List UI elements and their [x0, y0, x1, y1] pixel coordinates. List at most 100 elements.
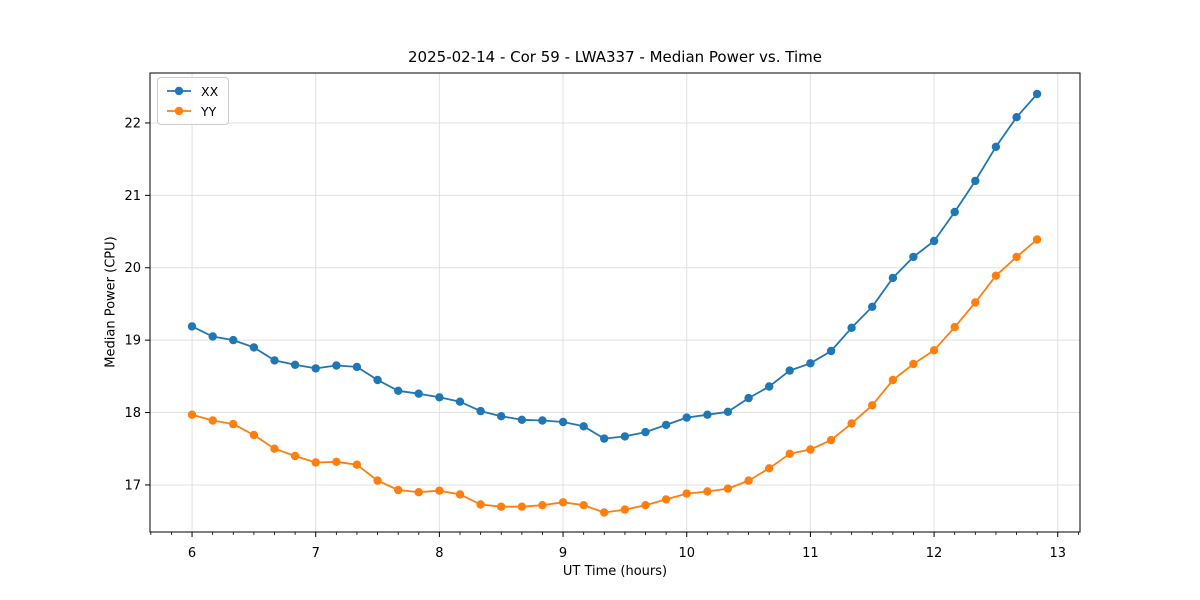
- legend-label-xx: XX: [201, 83, 219, 99]
- data-point-yy: [187, 410, 197, 419]
- data-point-xx: [394, 386, 403, 395]
- data-point-yy: [641, 501, 650, 510]
- y-tick-label: 18: [124, 406, 141, 421]
- y-tick-label: 17: [124, 478, 141, 493]
- data-point-xx: [806, 359, 815, 368]
- data-point-xx: [909, 252, 918, 262]
- data-point-xx: [517, 415, 527, 424]
- legend-item-xx: XX: [165, 82, 218, 100]
- data-point-yy: [868, 401, 877, 410]
- series-line-yy: [191, 238, 1038, 514]
- x-tick-label: 11: [802, 546, 819, 561]
- data-point-xx: [208, 332, 217, 341]
- data-point-xx: [929, 236, 939, 246]
- data-point-yy: [579, 501, 588, 510]
- data-point-xx: [703, 410, 712, 419]
- data-point-xx: [620, 432, 630, 441]
- data-point-xx: [641, 427, 650, 437]
- data-point-yy: [1032, 235, 1042, 244]
- data-point-xx: [950, 207, 959, 217]
- data-point-yy: [909, 359, 918, 369]
- series-line-xx: [191, 93, 1038, 440]
- y-tick-label: 21: [124, 189, 141, 204]
- data-point-yy: [785, 449, 794, 458]
- x-tick-label: 7: [312, 546, 320, 561]
- data-point-xx: [558, 417, 568, 427]
- data-point-xx: [971, 176, 980, 186]
- data-point-yy: [991, 271, 1001, 280]
- data-point-xx: [455, 397, 465, 406]
- data-point-yy: [332, 457, 341, 466]
- data-point-xx: [290, 360, 300, 369]
- data-point-xx: [1032, 89, 1042, 99]
- data-point-xx: [497, 412, 506, 421]
- y-tick-label: 20: [124, 261, 141, 276]
- data-point-yy: [888, 375, 898, 385]
- data-point-yy: [270, 444, 279, 453]
- data-point-yy: [290, 451, 300, 461]
- data-point-yy: [538, 501, 547, 510]
- x-tick-label: 12: [926, 546, 943, 561]
- data-point-xx: [847, 323, 856, 332]
- data-point-xx: [435, 393, 444, 402]
- legend: XX YY: [157, 77, 230, 125]
- data-point-xx: [991, 142, 1001, 151]
- data-point-xx: [352, 362, 362, 372]
- x-tick-label: 6: [188, 546, 196, 561]
- data-point-yy: [620, 505, 630, 514]
- data-point-xx: [187, 322, 197, 331]
- data-point-xx: [682, 413, 691, 422]
- data-point-xx: [579, 422, 588, 431]
- data-point-xx: [414, 389, 423, 398]
- legend-item-yy: YY: [165, 102, 218, 120]
- data-point-yy: [703, 487, 712, 496]
- data-point-yy: [414, 488, 423, 497]
- data-point-yy: [435, 486, 444, 495]
- data-point-yy: [352, 460, 362, 469]
- data-point-xx: [888, 273, 898, 283]
- xx-series-swatch-icon: [167, 86, 191, 96]
- data-point-yy: [558, 498, 568, 507]
- data-point-yy: [847, 419, 856, 428]
- data-point-xx: [229, 335, 238, 345]
- x-tick-label: 13: [1049, 546, 1066, 561]
- data-point-yy: [971, 298, 980, 307]
- data-point-yy: [929, 346, 939, 355]
- data-point-xx: [311, 364, 320, 373]
- data-point-xx: [723, 407, 733, 416]
- data-point-xx: [249, 343, 259, 352]
- data-point-xx: [785, 366, 794, 375]
- data-point-yy: [723, 484, 733, 493]
- data-point-xx: [270, 356, 279, 365]
- data-point-yy: [950, 322, 959, 332]
- data-point-yy: [744, 476, 753, 485]
- data-point-yy: [517, 502, 527, 511]
- data-point-yy: [455, 490, 465, 499]
- yy-series-swatch-icon: [167, 106, 191, 116]
- data-point-xx: [744, 393, 753, 403]
- data-point-xx: [826, 346, 836, 356]
- data-point-xx: [332, 361, 341, 370]
- x-tick-label: 8: [435, 546, 443, 561]
- data-point-xx: [661, 420, 671, 430]
- y-tick-label: 19: [124, 334, 141, 349]
- data-point-xx: [476, 406, 485, 416]
- data-point-xx: [600, 434, 609, 443]
- legend-label-yy: YY: [201, 103, 217, 119]
- data-point-xx: [1012, 113, 1021, 122]
- data-point-xx: [765, 382, 774, 391]
- data-point-yy: [806, 445, 815, 454]
- data-point-yy: [661, 495, 671, 504]
- data-point-yy: [600, 508, 609, 517]
- data-point-yy: [394, 485, 403, 495]
- data-point-yy: [682, 489, 691, 498]
- data-point-yy: [826, 435, 836, 445]
- y-axis-label: Median Power (CPU): [103, 236, 119, 368]
- data-point-yy: [476, 500, 485, 509]
- plot-border: [149, 72, 1081, 533]
- data-point-xx: [868, 302, 877, 311]
- y-tick-label: 22: [124, 116, 141, 131]
- data-point-yy: [1012, 252, 1021, 262]
